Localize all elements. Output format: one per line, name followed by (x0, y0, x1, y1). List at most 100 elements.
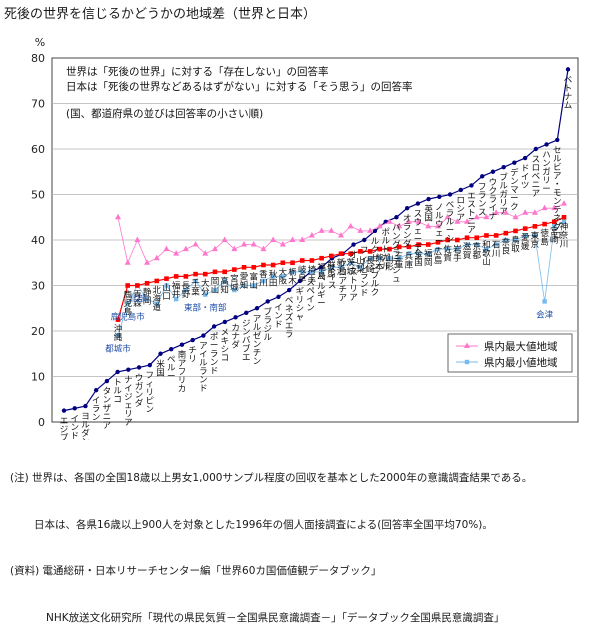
min-point (484, 246, 489, 252)
world-country-label: デンマーク (510, 168, 519, 213)
world-point (469, 183, 474, 188)
world-point (244, 310, 249, 315)
max-point (454, 218, 461, 224)
japan-point (503, 230, 509, 236)
max-point (386, 218, 393, 224)
min-point (261, 278, 266, 284)
world-country-label: スウェーデン (414, 210, 423, 263)
japan-point (290, 260, 295, 266)
world-country-label: 米国 (156, 359, 165, 379)
max-point (134, 236, 141, 242)
max-point (338, 231, 344, 238)
japan-pref-label: 全国 (414, 249, 423, 269)
max-point (173, 250, 180, 256)
world-country-label: インド (274, 303, 283, 330)
japan-pref-label: 宮城 (230, 274, 239, 294)
max-point (541, 204, 548, 211)
world-point (512, 160, 517, 165)
japan-pref-label: 北海道 (153, 286, 162, 313)
world-country-label: クロアチア (339, 260, 348, 304)
world-country-label: アルゼンチン (253, 314, 262, 367)
max-point (376, 222, 383, 229)
max-point (444, 213, 451, 220)
japan-pref-label: 高知 (220, 276, 229, 296)
max-point (551, 204, 558, 211)
min-point (435, 246, 441, 252)
japan-point (241, 265, 247, 270)
max-point (415, 218, 422, 224)
min-point (300, 269, 305, 275)
japan-point (387, 246, 392, 252)
world-country-label: チリ (188, 346, 197, 365)
japan-point (193, 271, 198, 277)
region-annotation: 会津 (536, 309, 554, 320)
world-point (522, 155, 528, 161)
world-point (458, 187, 463, 193)
world-point (319, 265, 324, 270)
japan-point (154, 278, 160, 284)
japan-pref-label: 秋田 (269, 269, 278, 289)
max-point (357, 227, 364, 233)
world-country-label: ドイツ (521, 164, 530, 191)
y-tick-label: 40 (31, 234, 45, 247)
max-point (318, 227, 325, 233)
japan-pref-label: 大分 (201, 278, 210, 298)
world-point (533, 146, 539, 152)
min-point (455, 246, 460, 252)
y-tick-label: 30 (31, 280, 45, 293)
japan-pref-label: 青森 (133, 290, 142, 310)
world-country-label: インドネシア (70, 414, 79, 440)
max-point (531, 209, 538, 215)
max-point (493, 209, 500, 215)
japan-pref-label: 東京 (531, 230, 540, 250)
max-point (270, 236, 277, 242)
world-point (501, 165, 506, 170)
world-point (169, 347, 174, 352)
world-point (147, 362, 152, 368)
min-point (406, 251, 412, 256)
japan-pref-label: 山梨 (356, 255, 365, 275)
japan-point (144, 280, 150, 286)
min-point (183, 287, 189, 293)
world-country-label: オランダ (403, 214, 412, 250)
japan-point (348, 251, 353, 256)
japan-pref-label: 千葉 (191, 278, 200, 298)
japan-pref-label: 福島 (317, 262, 326, 282)
min-point (222, 278, 227, 284)
max-point (502, 209, 509, 215)
max-point (299, 236, 306, 242)
world-country-label: オーストリア (349, 251, 358, 304)
japan-point (212, 269, 218, 275)
min-point (474, 242, 479, 247)
y-tick-label: 10 (31, 371, 45, 384)
y-tick-label: 60 (31, 143, 45, 156)
max-point (328, 227, 335, 233)
japan-pref-label: 宮崎 (550, 226, 559, 246)
note-3: (資料) 電通総研・日本リサーチセンター編「世界60カ国価値観データブック」 (10, 565, 382, 577)
japan-pref-label: 愛知 (240, 271, 249, 291)
min-point (154, 301, 159, 306)
world-point (447, 192, 453, 197)
max-point (115, 213, 121, 220)
max-point (367, 227, 374, 233)
min-point (144, 296, 150, 302)
world-point (93, 387, 99, 393)
max-point (405, 218, 412, 224)
min-point (387, 256, 392, 261)
max-point (192, 241, 199, 247)
max-point (250, 241, 257, 247)
japan-pref-label: 鳥取 (511, 235, 520, 255)
max-point (347, 222, 354, 229)
min-point (115, 333, 121, 338)
legend-min-label: 県内最小値地域 (484, 356, 558, 369)
world-country-label: メキシコ (221, 328, 230, 364)
japan-point (484, 233, 489, 238)
world-point (394, 215, 399, 220)
max-point (182, 245, 189, 252)
y-tick-label: 70 (31, 98, 45, 111)
japan-point (377, 246, 383, 252)
min-point (416, 251, 421, 256)
japan-pref-label: 群馬 (327, 260, 336, 280)
world-point (136, 365, 142, 370)
japan-pref-label: 山形 (385, 253, 394, 273)
